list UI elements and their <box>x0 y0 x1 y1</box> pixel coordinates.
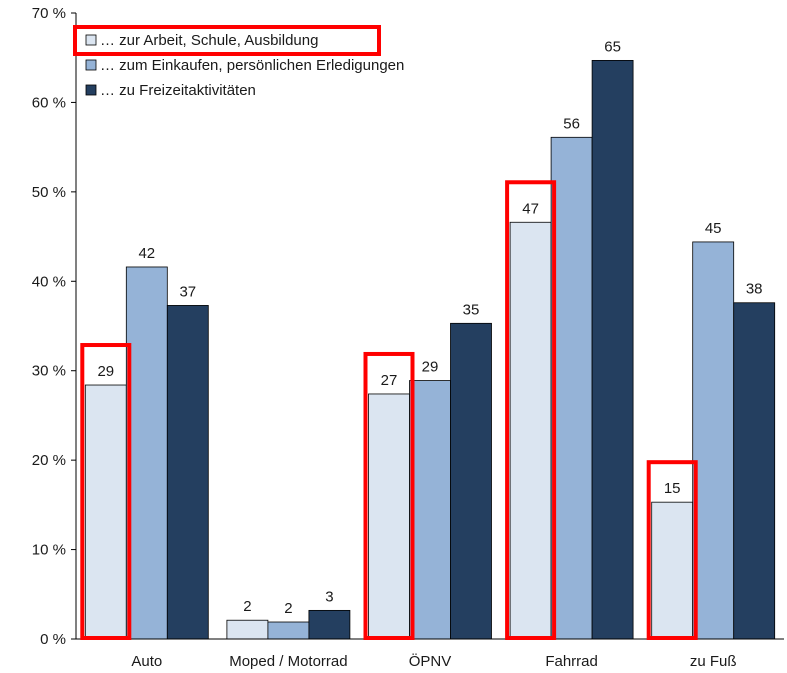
y-tick-label: 20 % <box>32 452 66 469</box>
data-label-s1-c0: 42 <box>138 245 155 262</box>
data-label-s2-c0: 37 <box>179 283 196 300</box>
y-tick-label: 60 % <box>32 94 66 111</box>
bar-s1-c1 <box>267 621 310 640</box>
bar-s2-c2 <box>450 322 492 640</box>
bar-s0-c0 <box>84 384 127 640</box>
y-tick-label: 10 % <box>32 542 66 559</box>
bar-s1-c0 <box>125 266 168 640</box>
highlight-box-2 <box>363 351 415 640</box>
highlight-box-legend <box>73 25 381 56</box>
bar-s0-c2 <box>368 393 410 640</box>
bar-s2-c1 <box>308 609 351 640</box>
x-axis: Auto Moped / Motorrad ÖPNV Fahrrad zu Fuß <box>76 638 784 670</box>
highlight-box-0 <box>80 343 132 640</box>
y-tick-label: 50 % <box>32 184 66 201</box>
bar-s0-c3 <box>509 221 552 640</box>
x-category-label: Fahrrad <box>545 653 598 670</box>
legend-entry-0: … zur Arbeit, Schule, Ausbildung <box>100 32 318 49</box>
legend-swatch-0 <box>85 34 97 46</box>
legend-swatch-1 <box>85 59 97 71</box>
x-category-label: ÖPNV <box>409 652 452 670</box>
x-category-label: zu Fuß <box>690 653 737 670</box>
data-label-s1-c2: 29 <box>422 359 439 376</box>
data-label-s2-c1: 3 <box>325 588 333 605</box>
y-tick-label: 0 % <box>40 631 66 648</box>
legend: … zur Arbeit, Schule, Ausbildung … zum Ei… <box>85 32 404 99</box>
data-label-s1-c3: 56 <box>563 115 580 132</box>
bar-s0-c4 <box>651 501 694 640</box>
data-label-s2-c3: 65 <box>604 38 621 55</box>
y-tick-label: 40 % <box>32 273 66 290</box>
x-category-label: Auto <box>131 653 162 670</box>
bar-s2-c3 <box>591 59 634 640</box>
data-label-s0-c2: 27 <box>381 372 398 389</box>
data-labels: 29 2 27 47 15 42 2 29 56 45 37 3 35 65 38 <box>97 38 762 617</box>
data-label-s2-c2: 35 <box>463 301 480 318</box>
data-label-s1-c4: 45 <box>705 220 722 237</box>
y-tick-label: 30 % <box>32 363 66 380</box>
legend-swatch-2 <box>85 84 97 96</box>
bar-s1-c3 <box>550 136 593 640</box>
highlight-boxes <box>73 25 698 641</box>
highlight-box-4 <box>646 460 698 640</box>
data-label-s0-c1: 2 <box>243 598 251 615</box>
bar-s1-c2 <box>409 380 451 640</box>
legend-entry-2: … zu Freizeitaktivitäten <box>100 82 256 99</box>
data-label-s1-c1: 2 <box>284 600 292 617</box>
data-label-s0-c0: 29 <box>97 363 114 380</box>
x-category-label: Moped / Motorrad <box>229 653 347 670</box>
y-axis: 0 % 10 % 20 % 30 % 40 % 50 % 60 % 70 % <box>32 5 77 648</box>
highlight-box-3 <box>505 180 557 641</box>
bar-s2-c0 <box>166 305 209 640</box>
data-label-s2-c4: 38 <box>746 281 763 298</box>
bar-s0-c1 <box>226 619 269 640</box>
legend-entry-1: … zum Einkaufen, persönlichen Erledigung… <box>100 57 404 74</box>
data-label-s0-c4: 15 <box>664 480 681 497</box>
data-label-s0-c3: 47 <box>522 200 539 217</box>
bar-s1-c4 <box>692 241 735 640</box>
y-tick-label: 70 % <box>32 5 66 22</box>
bar-s2-c4 <box>733 302 776 640</box>
bars <box>84 59 776 640</box>
